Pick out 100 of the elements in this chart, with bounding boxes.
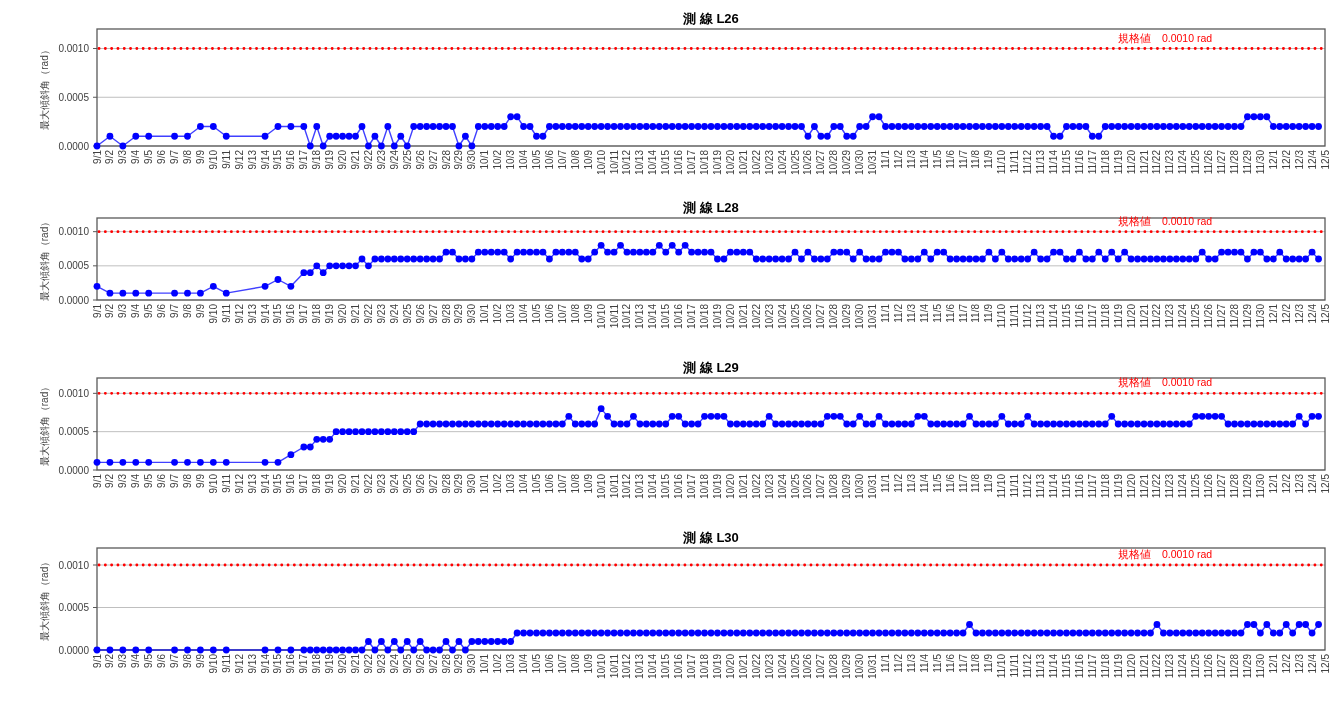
x-tick-label: 10/28 (828, 653, 840, 680)
x-tick-label: 11/30 (1254, 303, 1266, 329)
x-tick-label: 9/24 (388, 149, 400, 170)
x-tick-label: 12/4 (1306, 473, 1318, 494)
x-tick-label: 11/22 (1151, 473, 1163, 499)
x-tick-label: 10/24 (776, 149, 788, 176)
x-tick-label: 11/7 (957, 653, 969, 673)
x-tick-label: 10/11 (608, 653, 620, 679)
x-tick-label: 9/26 (414, 473, 426, 494)
x-tick-label: 9/4 (130, 653, 142, 668)
x-tick-label: 11/3 (905, 653, 917, 673)
x-tick-label: 11/1 (880, 473, 892, 493)
x-tick-label: 10/18 (699, 149, 711, 176)
x-tick-label: 11/26 (1203, 149, 1215, 175)
x-tick-label: 9/4 (130, 303, 142, 318)
x-tick-label: 9/11 (220, 653, 232, 673)
x-tick-label: 9/1 (91, 473, 103, 488)
y-tick-label: 0.0005 (58, 602, 90, 613)
x-tick-label: 10/7 (556, 303, 568, 324)
y-axis-title: 最大傾斜角（rad） (39, 45, 50, 130)
x-tick-label: 10/19 (711, 653, 723, 680)
x-tick-label: 11/21 (1138, 473, 1150, 499)
x-tick-label: 10/14 (647, 303, 659, 330)
x-tick-label: 11/27 (1216, 149, 1228, 175)
x-tick-label: 10/27 (815, 473, 827, 500)
x-tick-label: 11/17 (1086, 473, 1098, 499)
x-tick-label: 11/12 (1022, 303, 1034, 329)
x-tick-label: 11/1 (880, 303, 892, 323)
x-tick-label: 10/3 (505, 473, 517, 494)
x-tick-label: 9/7 (169, 149, 181, 164)
x-tick-label: 9/8 (181, 303, 193, 318)
x-tick-label: 9/12 (233, 303, 245, 324)
x-tick-label: 10/8 (569, 303, 581, 324)
x-tick-label: 9/29 (453, 303, 465, 324)
x-tick-label: 9/15 (272, 653, 284, 674)
x-tick-label: 9/17 (298, 473, 310, 494)
x-tick-label: 9/28 (440, 653, 452, 674)
x-tick-label: 9/22 (362, 653, 374, 674)
x-tick-label: 10/3 (505, 303, 517, 324)
x-tick-label: 9/25 (401, 653, 413, 674)
x-tick-label: 10/29 (841, 149, 853, 176)
x-tick-label: 9/2 (104, 653, 116, 668)
x-tick-label: 9/19 (324, 303, 336, 324)
x-tick-label: 10/11 (608, 303, 620, 329)
x-tick-label: 11/16 (1073, 473, 1085, 499)
x-tick-label: 10/9 (582, 653, 594, 674)
x-tick-label: 9/5 (143, 149, 155, 164)
x-tick-label: 9/7 (169, 303, 181, 318)
x-tick-label: 9/20 (337, 473, 349, 494)
x-tick-label: 11/8 (970, 473, 982, 493)
x-tick-label: 9/25 (401, 303, 413, 324)
x-tick-label: 11/8 (970, 653, 982, 673)
x-tick-label: 10/19 (711, 149, 723, 176)
x-tick-label: 9/8 (181, 473, 193, 488)
x-tick-label: 10/20 (724, 473, 736, 500)
x-tick-label: 9/23 (375, 303, 387, 324)
x-tick-label: 10/16 (673, 473, 685, 500)
x-tick-label: 9/28 (440, 303, 452, 324)
x-tick-label: 10/25 (789, 149, 801, 176)
x-tick-label: 11/30 (1254, 149, 1266, 175)
x-tick-label: 11/12 (1022, 149, 1034, 175)
x-tick-label: 11/20 (1125, 149, 1137, 175)
x-tick-label: 9/6 (156, 473, 168, 488)
x-tick-label: 10/22 (750, 303, 762, 330)
x-tick-label: 9/16 (285, 473, 297, 494)
x-tick-label: 11/10 (996, 473, 1008, 499)
x-tick-label: 10/25 (789, 303, 801, 330)
x-tick-label: 9/7 (169, 473, 181, 488)
x-tick-label: 11/14 (1048, 149, 1060, 175)
x-tick-label: 10/13 (634, 149, 646, 176)
x-tick-label: 9/9 (194, 473, 206, 488)
x-tick-label: 9/15 (272, 303, 284, 324)
x-tick-label: 11/23 (1164, 303, 1176, 329)
x-tick-label: 12/2 (1280, 149, 1292, 170)
x-tick-label: 9/1 (91, 653, 103, 668)
x-tick-label: 11/12 (1022, 473, 1034, 499)
x-tick-label: 9/27 (427, 473, 439, 494)
x-tick-label: 9/30 (466, 149, 478, 170)
x-tick-label: 11/18 (1099, 653, 1111, 679)
x-tick-label: 9/5 (143, 303, 155, 318)
x-tick-label: 10/19 (711, 473, 723, 500)
x-tick-label: 11/20 (1125, 653, 1137, 679)
x-tick-label: 11/4 (918, 149, 930, 169)
x-tick-label: 9/22 (362, 303, 374, 324)
x-tick-label: 9/20 (337, 653, 349, 674)
x-tick-label: 11/21 (1138, 653, 1150, 679)
x-tick-label: 11/6 (944, 149, 956, 169)
x-tick-label: 11/27 (1216, 653, 1228, 679)
x-tick-label: 9/24 (388, 473, 400, 494)
x-tick-label: 9/14 (259, 149, 271, 170)
x-tick-label: 12/2 (1280, 473, 1292, 494)
x-tick-label: 11/5 (931, 149, 943, 169)
x-tick-label: 11/28 (1229, 149, 1241, 175)
x-tick-label: 10/5 (530, 303, 542, 324)
x-tick-label: 11/12 (1022, 653, 1034, 679)
x-tick-label: 11/29 (1241, 303, 1253, 329)
x-tick-label: 11/7 (957, 149, 969, 169)
x-tick-label: 9/13 (246, 653, 258, 674)
chart-title: 測 線 L26 (682, 11, 739, 26)
x-tick-label: 9/12 (233, 149, 245, 170)
